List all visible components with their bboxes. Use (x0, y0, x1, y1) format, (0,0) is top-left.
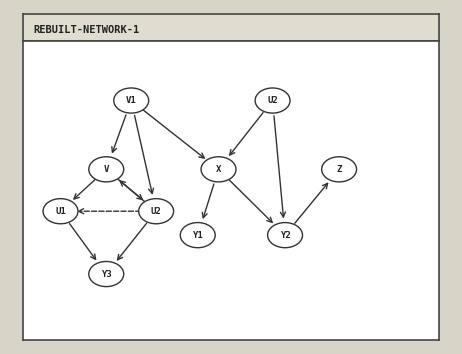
Text: REBUILT-NETWORK-1: REBUILT-NETWORK-1 (34, 25, 140, 35)
Circle shape (89, 262, 124, 287)
Text: V1: V1 (126, 96, 137, 105)
Circle shape (180, 223, 215, 248)
Circle shape (139, 199, 174, 224)
Text: V: V (103, 165, 109, 174)
Circle shape (43, 199, 78, 224)
Circle shape (89, 157, 124, 182)
Text: Y1: Y1 (192, 231, 203, 240)
Text: X: X (216, 165, 221, 174)
Circle shape (267, 223, 303, 248)
Text: U2: U2 (151, 207, 162, 216)
Text: Y2: Y2 (280, 231, 291, 240)
Circle shape (255, 88, 290, 113)
Circle shape (322, 157, 357, 182)
Text: U2: U2 (267, 96, 278, 105)
Text: Y3: Y3 (101, 269, 112, 279)
Text: Z: Z (336, 165, 342, 174)
Text: U1: U1 (55, 207, 66, 216)
Circle shape (114, 88, 149, 113)
Circle shape (201, 157, 236, 182)
